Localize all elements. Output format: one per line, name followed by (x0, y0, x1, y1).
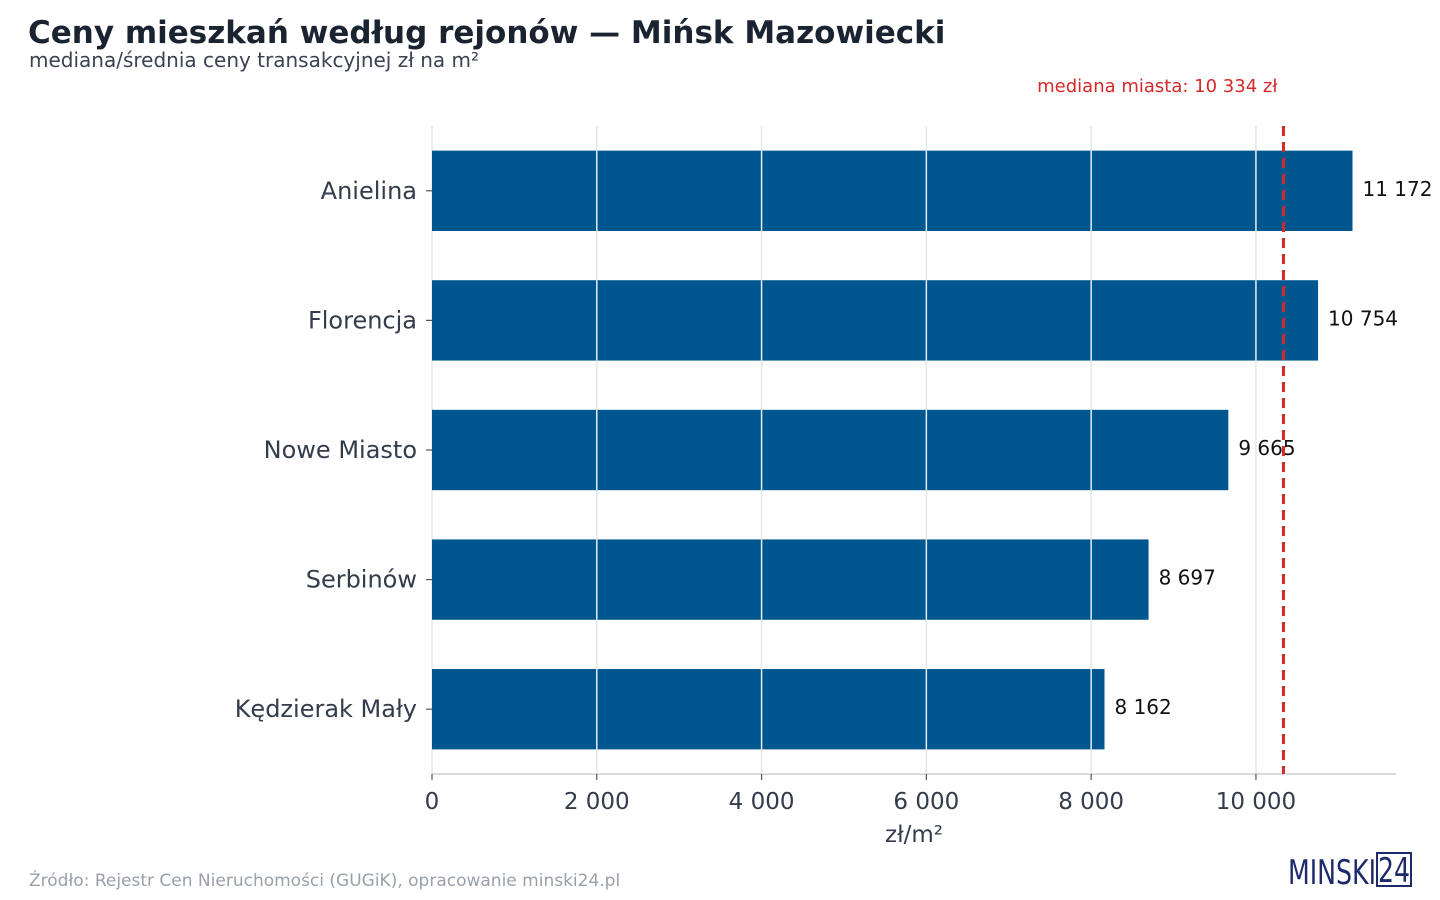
value-label-3: 8 697 (1159, 566, 1216, 590)
x-tick-label-1: 2 000 (564, 789, 630, 815)
x-tick-label-2: 4 000 (729, 789, 795, 815)
value-label-1: 10 754 (1328, 306, 1398, 330)
x-tick-label-5: 10 000 (1216, 789, 1296, 815)
chart-title: Ceny mieszkań według rejonów — Mińsk Maz… (28, 15, 945, 51)
value-labels: 11 172 10 754 9 665 8 697 8 162 (1114, 177, 1432, 719)
value-label-2: 9 665 (1238, 436, 1295, 460)
reference-line-group: mediana miasta: 10 334 zł (1037, 76, 1285, 774)
chart-subtitle: mediana/średnia ceny transakcyjnej zł na… (29, 48, 479, 72)
bar-0 (432, 150, 1353, 231)
logo-box (1376, 852, 1412, 887)
category-label-4: Kędzierak Mały (235, 695, 417, 723)
reference-line-label: mediana miasta: 10 334 zł (1037, 76, 1278, 97)
y-axis-categories: Anielina Florencja Nowe Miasto Serbinów Kędz… (235, 177, 432, 723)
category-label-2: Nowe Miasto (264, 436, 417, 464)
value-label-0: 11 172 (1362, 177, 1432, 201)
category-label-1: Florencja (308, 306, 417, 334)
x-axis: 0 2 000 4 000 6 000 8 000 10 000 (425, 773, 1396, 815)
x-tick-label-4: 8 000 (1058, 789, 1124, 815)
minski24-logo: MINSKI 24 (1288, 851, 1412, 893)
bars (432, 150, 1353, 750)
bar-3 (432, 539, 1149, 620)
bar-1 (432, 280, 1319, 361)
category-label-3: Serbinów (306, 566, 417, 594)
logo-text-main: MINSKI (1288, 853, 1376, 893)
bar-2 (432, 409, 1229, 491)
gridlines-over-bars (596, 150, 1257, 750)
bar-4 (432, 669, 1105, 750)
source-note: Źródło: Rejestr Cen Nieruchomości (GUGiK… (29, 869, 620, 891)
category-label-0: Anielina (321, 177, 417, 205)
logo-text-box: 24 (1378, 851, 1410, 891)
x-tick-label-0: 0 (425, 789, 440, 815)
x-axis-label: zł/m² (885, 822, 943, 848)
x-tick-label-3: 6 000 (893, 789, 959, 815)
value-label-4: 8 162 (1114, 695, 1171, 719)
